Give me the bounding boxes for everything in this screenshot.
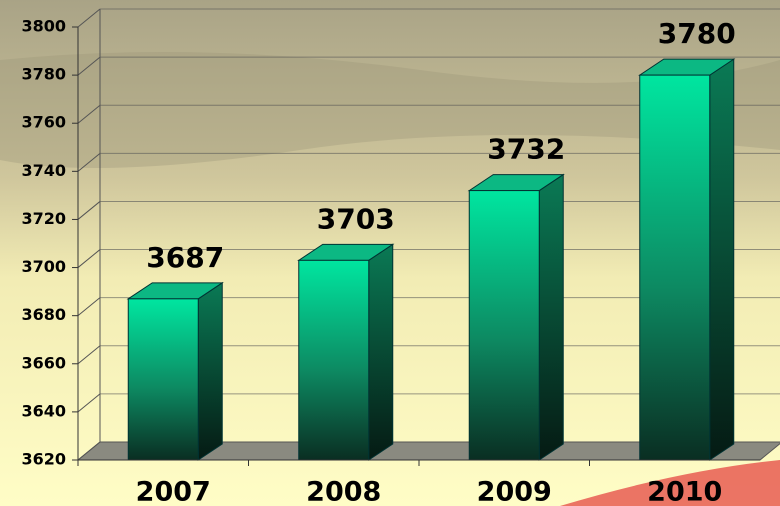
bar (299, 260, 369, 460)
x-tick-label: 2009 (477, 477, 552, 506)
y-tick-label: 3640 (21, 401, 66, 420)
chart: 3620 3640 3660 3680 3700 3720 3740 3760 3780 3800… (0, 0, 780, 506)
y-tick-label: 3740 (21, 161, 66, 180)
y-tick-label: 3800 (21, 17, 66, 36)
bar-side (198, 283, 222, 460)
value-label: 3703 (317, 202, 395, 235)
bar (128, 299, 198, 460)
y-tick-label: 3620 (21, 450, 66, 469)
x-tick-label: 2007 (136, 477, 211, 506)
bar-side (369, 244, 393, 460)
value-label: 3687 (146, 241, 224, 274)
y-tick-label: 3780 (21, 65, 66, 84)
value-label: 3732 (487, 133, 565, 166)
bar (640, 75, 710, 460)
bar-side (539, 175, 563, 460)
x-tick-label: 2010 (647, 477, 722, 506)
value-label: 3780 (658, 17, 736, 50)
y-tick-label: 3680 (21, 305, 66, 324)
bar-side (710, 59, 734, 460)
x-tick-label: 2008 (306, 477, 381, 506)
bar (469, 191, 539, 460)
y-tick-label: 3760 (21, 113, 66, 132)
y-tick-label: 3700 (21, 257, 66, 276)
y-tick-label: 3660 (21, 353, 66, 372)
y-tick-label: 3720 (21, 209, 66, 228)
